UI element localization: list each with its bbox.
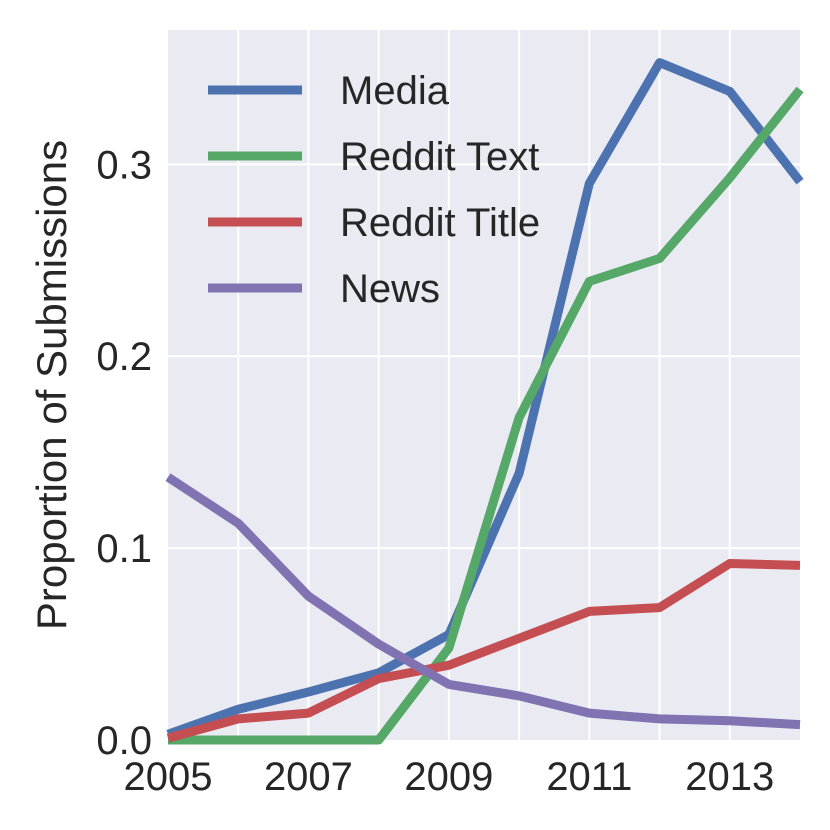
plot-area — [168, 30, 800, 740]
x-tick-label: 2007 — [264, 755, 353, 799]
series-line-news — [165, 473, 801, 730]
x-tick-label: 2013 — [685, 755, 774, 799]
series-line-reddit-title — [166, 559, 801, 743]
grid-lines — [168, 30, 800, 740]
x-tick-label: 2011 — [546, 755, 632, 799]
y-tick-label: 0.1 — [96, 527, 152, 571]
series-line-reddit-text — [168, 86, 804, 745]
series-line-media — [166, 58, 804, 739]
x-tick-label: 2009 — [404, 755, 493, 799]
legend-label-reddit-text: Reddit Text — [340, 135, 539, 179]
y-axis-label: Proportion of Submissions — [28, 140, 75, 630]
y-tick-labels: 0.0 0.1 0.2 0.3 — [96, 143, 152, 763]
legend-label-reddit-title: Reddit Title — [340, 201, 540, 245]
legend-label-news: News — [340, 267, 440, 311]
x-tick-labels: 2005 2007 2009 2011 2013 — [124, 755, 775, 799]
y-tick-label: 0.2 — [96, 335, 152, 379]
x-tick-label: 2005 — [124, 755, 213, 799]
y-tick-label: 0.3 — [96, 143, 152, 187]
y-tick-label: 0.0 — [96, 719, 152, 763]
legend: Media Reddit Text Reddit Title News — [208, 69, 540, 311]
legend-label-media: Media — [340, 69, 450, 113]
series-lines — [165, 58, 804, 745]
